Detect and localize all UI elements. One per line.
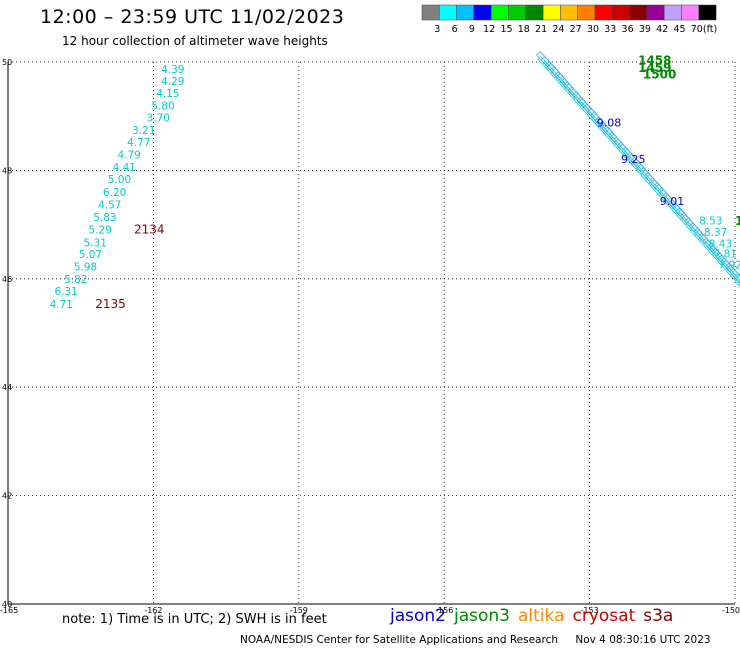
wave-height-label: 4.39 [161, 64, 184, 76]
longitude-label: -159 [290, 606, 308, 615]
wave-height-label: 5.82 [64, 274, 87, 286]
wave-height-label: 3.70 [147, 113, 170, 125]
map-title: 12:00 – 23:59 UTC 11/02/2023 [40, 6, 345, 28]
latitude-label: 48 [2, 166, 12, 175]
wave-height-label: 4.15 [156, 88, 179, 100]
pass-time-label: 2134 [134, 222, 165, 236]
wave-height-label: 8.43 [709, 238, 732, 250]
latitude-label: 46 [2, 275, 12, 284]
latitude-label: 42 [2, 492, 12, 501]
longitude-label: -165 [0, 606, 18, 615]
wave-height-label: 5.80 [151, 101, 174, 113]
colorbar-tick-label: 27 [570, 24, 582, 35]
latitude-label: 40 [2, 600, 12, 609]
pass-time-label: 1500 [643, 67, 676, 81]
wave-height-label: 5.98 [74, 262, 97, 274]
colorbar-tick-label: 21 [535, 24, 547, 35]
colorbar-unit: (ft) [703, 24, 717, 35]
wave-height-label: 4.57 [98, 199, 121, 211]
wave-height-label: 4.71 [50, 299, 73, 311]
satellite-legend: jason2 jason3 altika cryosat s3a [390, 606, 681, 626]
satellite-altika: altika [518, 606, 565, 626]
colorbar-tick-label: 39 [639, 24, 651, 35]
colorbar-tick-label: 3 [434, 24, 440, 35]
wave-height-label: 4.41 [113, 162, 136, 174]
colorbar-tick-label: 42 [656, 24, 668, 35]
wave-height-label: 7.81 [714, 249, 737, 261]
color-scale-legend: 3 6 9 12 15 18 21 24 27 30 33 36 39 42 45 70 (ft) [421, 4, 717, 35]
satellite-s3a: s3a [643, 606, 674, 626]
wave-height-label: 9.08 [597, 116, 622, 129]
wave-height-label: 9.01 [660, 195, 685, 208]
longitude-label: -162 [144, 606, 162, 615]
longitude-label: -153 [581, 606, 599, 615]
wave-height-label: 9.25 [621, 153, 646, 166]
colorbar-tick-label: 24 [552, 24, 564, 35]
wave-height-label: 5.31 [84, 237, 107, 249]
longitude-label: -150 [722, 606, 740, 615]
colorbar-swatch [698, 4, 717, 21]
colorbar-tick-label: 15 [500, 24, 512, 35]
satellite-jason3: jason3 [454, 606, 510, 626]
colorbar-tick-label: 36 [622, 24, 634, 35]
wave-height-label: 4.77 [127, 137, 150, 149]
wave-height-label: 3.21 [132, 125, 155, 137]
colorbar-tick-label: 45 [673, 24, 685, 35]
wave-height-label: 5.83 [93, 212, 116, 224]
wave-height-label: 5.00 [108, 174, 131, 186]
wave-height-label: 7.92 [718, 260, 740, 272]
satellite-jason2: jason2 [390, 606, 446, 626]
wave-height-label: 6.20 [103, 187, 126, 199]
wave-height-label: 5.07 [79, 249, 102, 261]
colorbar-tick-label: 18 [518, 24, 530, 35]
satellite-cryosat: cryosat [572, 606, 636, 626]
wave-height-label: 6.31 [54, 286, 77, 298]
map-subtitle: 12 hour collection of altimeter wave hei… [62, 34, 328, 48]
pass-time-label: 2135 [95, 297, 126, 311]
latitude-label: 50 [2, 58, 12, 67]
wave-height-label: 4.29 [161, 76, 184, 88]
footer-note: note: 1) Time is in UTC; 2) SWH is in fe… [62, 612, 327, 627]
colorbar-tick-label: 9 [469, 24, 475, 35]
pass-time-label: 1458 [638, 54, 671, 68]
wave-height-label: 4.79 [117, 149, 140, 161]
colorbar-tick-label: 33 [604, 24, 616, 35]
wave-height-label: 8.37 [704, 227, 727, 239]
credit-organization: NOAA/NESDIS Center for Satellite Applica… [240, 634, 558, 646]
credit-timestamp: Nov 4 08:30:16 UTC 2023 [575, 634, 711, 646]
pass-time-label: 150 [735, 214, 740, 228]
credit-line: NOAA/NESDIS Center for Satellite Applica… [240, 634, 725, 646]
dense-track-band [536, 50, 740, 296]
wave-height-label: 8.53 [699, 216, 722, 228]
colorbar-tick-label: 6 [452, 24, 458, 35]
colorbar-tick-label: 30 [587, 24, 599, 35]
colorbar-tick-label: 70 [691, 24, 703, 35]
latitude-label: 44 [2, 383, 12, 392]
pass-time-label: 1459 [638, 61, 671, 75]
longitude-label: -156 [435, 606, 453, 615]
wave-height-label: 5.29 [88, 224, 111, 236]
colorbar-tick-label: 12 [483, 24, 495, 35]
